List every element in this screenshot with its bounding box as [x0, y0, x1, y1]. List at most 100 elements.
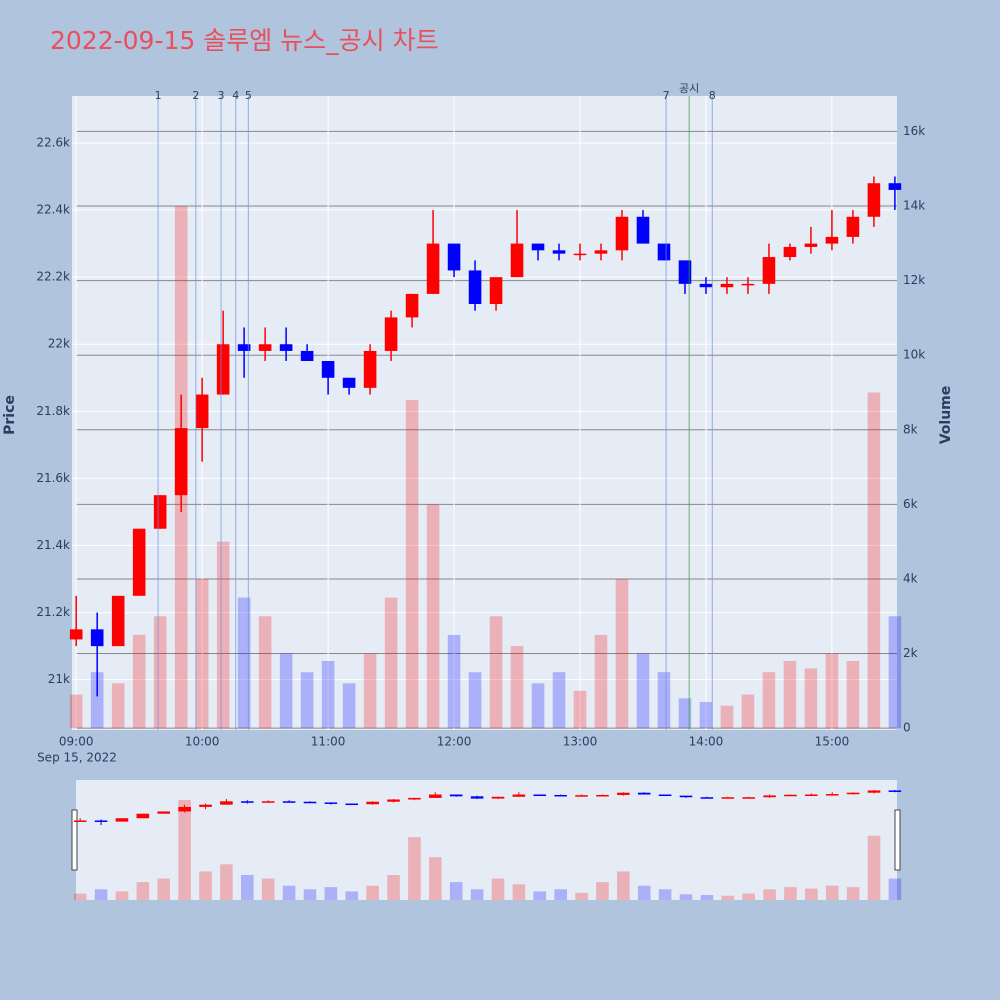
slider-volume-bar	[220, 864, 233, 900]
slider-candle	[449, 794, 463, 797]
slider-candle	[366, 801, 379, 805]
candle-body	[699, 283, 713, 288]
slider-candle	[241, 801, 254, 803]
y-tick-label: 21.8k	[36, 404, 70, 418]
candle-body	[510, 243, 524, 278]
candle-body	[279, 344, 293, 351]
slider-volume-bar	[94, 889, 108, 900]
slider-candle	[157, 811, 171, 814]
slider-volume-bar	[449, 882, 463, 900]
slider-candle	[658, 794, 672, 797]
slider-volume-bar	[199, 871, 212, 900]
volume-bar	[531, 683, 545, 729]
slider-candle	[554, 794, 567, 797]
candle-body	[741, 283, 755, 286]
candle-body	[153, 495, 167, 529]
slider-candle	[512, 794, 526, 797]
slider-volume-bar	[554, 889, 567, 900]
slider-candle	[470, 796, 484, 799]
volume-bar	[888, 616, 902, 729]
candle-body	[804, 243, 818, 247]
volume-bar	[426, 504, 440, 729]
volume-bar	[573, 690, 587, 729]
slider-volume-bar	[596, 882, 609, 900]
slider-candle	[617, 792, 630, 795]
slider-candle	[721, 797, 735, 799]
y2-tick-label: 14k	[903, 199, 925, 213]
candle-body	[678, 260, 692, 284]
y2-tick-label: 4k	[903, 571, 918, 585]
volume-bar	[489, 616, 503, 729]
volume-bar	[552, 672, 566, 729]
slider-candle	[324, 802, 338, 804]
y2-tick-label: 16k	[903, 124, 925, 138]
annotation-label: 4	[232, 89, 239, 102]
x-tick-label: 10:00	[185, 735, 220, 749]
slider-volume-bar	[157, 878, 171, 900]
volume-bar	[321, 661, 335, 729]
y-tick-label: 22k	[48, 337, 70, 351]
slider-handle[interactable]	[71, 809, 78, 871]
slider-candle	[261, 801, 275, 803]
slider-volume-bar	[136, 882, 150, 900]
candle-body	[132, 528, 146, 596]
slider-volume-bar	[470, 889, 484, 900]
slider-candle	[763, 795, 776, 798]
slider-volume-bar	[241, 875, 254, 900]
candle-body	[762, 257, 776, 284]
slider-volume-bar	[282, 885, 296, 900]
annotation-label: 2	[192, 89, 199, 102]
y-tick-label: 22.4k	[36, 203, 70, 217]
y-tick-label: 21.6k	[36, 471, 70, 485]
slider-volume-bar	[261, 878, 275, 900]
slider-candle	[867, 790, 881, 793]
y2-tick-label: 10k	[903, 348, 925, 362]
volume-bar	[195, 578, 209, 729]
volume-bar	[867, 392, 881, 729]
slider-candle	[178, 806, 191, 812]
volume-bar	[237, 597, 251, 729]
slider-candle	[303, 801, 317, 804]
slider-candle	[115, 818, 129, 822]
y-tick-label: 22.2k	[36, 270, 70, 284]
slider-candle	[637, 792, 651, 795]
candle-body	[384, 317, 398, 351]
slider-candle	[73, 820, 87, 822]
slider-volume-bar	[763, 889, 776, 900]
slider-volume-bar	[73, 893, 87, 900]
slider-volume-bar	[637, 885, 651, 900]
y2-axis-title: Volume	[938, 386, 954, 445]
x-tick-label: 14:00	[689, 735, 724, 749]
slider-candle	[575, 795, 588, 797]
slider-volume-bar	[512, 884, 526, 900]
slider-volume-bar	[658, 889, 672, 900]
volume-bar	[300, 672, 314, 729]
candle-body	[258, 344, 272, 351]
y-tick-label: 22.6k	[36, 135, 70, 149]
slider-candle	[345, 803, 359, 806]
slider-volume-bar	[366, 885, 379, 900]
slider-candle	[136, 813, 150, 819]
slider-handle[interactable]	[894, 809, 901, 871]
slider-volume-bar	[805, 888, 818, 900]
slider-candle	[220, 801, 233, 805]
volume-bar	[153, 616, 167, 729]
candle-body	[426, 243, 440, 294]
candle-body	[636, 216, 650, 244]
chart-title: 2022-09-15 솔루엠 뉴스_공시 차트	[50, 26, 439, 55]
slider-volume-bar	[742, 893, 755, 900]
volume-bar	[720, 705, 734, 729]
annotation-label: 3	[218, 89, 225, 102]
slider-volume-bar	[324, 887, 338, 900]
y-tick-label: 21k	[48, 672, 70, 686]
range-slider[interactable]	[76, 780, 897, 900]
candle-body	[342, 377, 356, 388]
candle-body	[174, 428, 188, 496]
volume-bar	[468, 672, 482, 729]
slider-volume-bar	[178, 800, 191, 900]
volume-bar	[762, 672, 776, 729]
x-tick-label: 15:00	[815, 735, 850, 749]
volume-bar	[111, 683, 125, 729]
slider-volume-bar	[408, 837, 421, 900]
